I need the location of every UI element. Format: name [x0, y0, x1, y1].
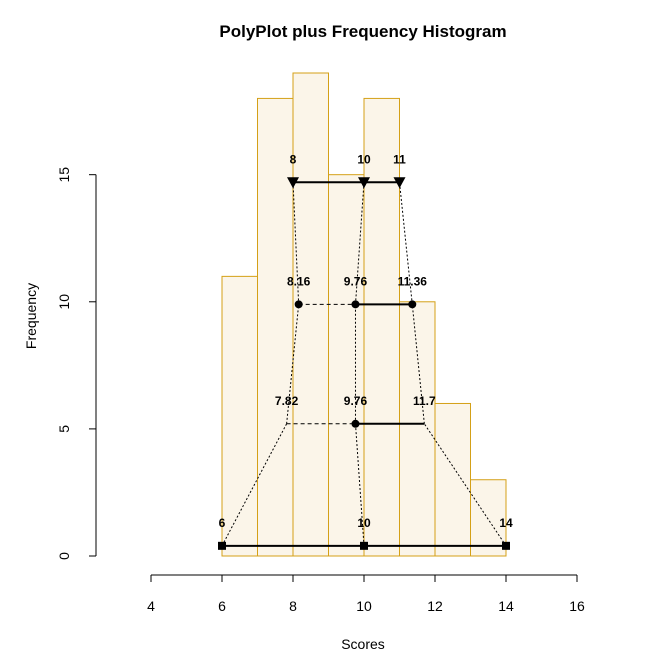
- histogram-bar: [292, 72, 329, 557]
- polyplot-connector: [411, 304, 425, 424]
- histogram-bar: [470, 479, 507, 557]
- circle-marker: [351, 419, 360, 428]
- x-tick-label: 10: [356, 598, 372, 614]
- histogram-bar: [221, 275, 258, 557]
- point-label: 11.7: [413, 394, 436, 408]
- triangle-down-marker: [393, 177, 406, 189]
- point-label: 14: [499, 516, 513, 530]
- polyplot-connector: [354, 423, 365, 546]
- point-label: 9.76: [344, 394, 368, 408]
- y-tick-label: 5: [56, 425, 72, 433]
- point-label: 11.36: [398, 274, 428, 288]
- y-tick-label: 0: [56, 552, 72, 560]
- point-label: 10: [357, 152, 371, 166]
- triangle-down-marker: [358, 177, 370, 189]
- y-tick-label: 10: [56, 294, 72, 310]
- polyplot-connector: [286, 304, 300, 424]
- y-axis-label: Frequency: [23, 283, 39, 349]
- x-tick-label: 16: [569, 598, 585, 614]
- polyplot-labels: 6 10 14 7.82 9.76 11.7 8.16 9.76 11.36 8 10 11: [219, 152, 513, 530]
- triangle-down-marker: [287, 177, 299, 189]
- x-axis-label: Scores: [341, 636, 385, 652]
- x-tick-label: 4: [147, 598, 155, 614]
- histogram-bar: [257, 97, 294, 557]
- square-marker: [360, 541, 368, 550]
- axes: 4 6 8 10 12 14 16 0 5 10 15: [56, 167, 585, 614]
- circle-marker: [351, 300, 360, 309]
- point-label: 10: [357, 516, 371, 530]
- point-label: 6: [219, 516, 226, 530]
- y-tick-label: 15: [56, 167, 72, 183]
- histogram-bar: [328, 174, 365, 557]
- polyplot-connector: [292, 182, 300, 305]
- polyplot-connector: [399, 182, 413, 305]
- point-label: 8: [290, 152, 297, 166]
- circle-marker: [408, 300, 417, 309]
- square-marker: [218, 541, 226, 550]
- chart-title: PolyPlot plus Frequency Histogram: [219, 22, 506, 41]
- histogram-bar: [363, 97, 400, 557]
- polyplot-markers: [218, 177, 510, 550]
- point-label: 11: [393, 152, 406, 166]
- point-label: 7.82: [275, 394, 299, 408]
- histogram-bars: [221, 72, 507, 557]
- polyplot-connector: [423, 423, 507, 547]
- histogram-bar: [434, 402, 471, 557]
- x-tick-label: 6: [218, 598, 226, 614]
- square-marker: [502, 541, 510, 550]
- histogram-bar: [399, 301, 436, 557]
- point-label: 9.76: [344, 274, 368, 288]
- polyplot-connector: [354, 182, 365, 305]
- point-label: 8.16: [287, 274, 311, 288]
- circle-marker: [294, 300, 303, 309]
- polyplot-connector: [221, 423, 288, 547]
- x-tick-label: 14: [498, 598, 514, 614]
- x-tick-label: 8: [289, 598, 297, 614]
- x-tick-label: 12: [427, 598, 443, 614]
